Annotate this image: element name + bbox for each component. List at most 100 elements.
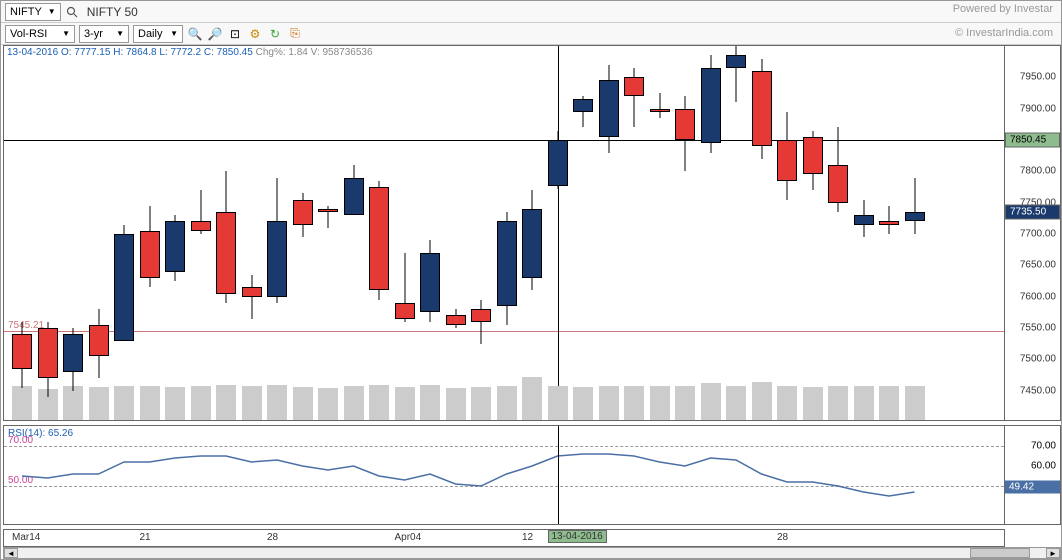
- horizontal-scrollbar[interactable]: ◄ ►: [3, 547, 1061, 559]
- candle: [12, 46, 32, 422]
- rsi-ytick-label: 70.00: [1031, 441, 1056, 452]
- candle: [675, 46, 695, 422]
- info-o: 7777.15: [74, 47, 110, 58]
- info-h-label: H:: [113, 47, 126, 58]
- candle: [471, 46, 491, 422]
- settings-icon[interactable]: ⚙: [247, 26, 263, 42]
- candle: [624, 46, 644, 422]
- period-dropdown[interactable]: 3-yr ▼: [79, 25, 129, 43]
- scroll-thumb[interactable]: [970, 548, 1030, 558]
- candle: [165, 46, 185, 422]
- rsi-label: RSI(14): 65.26: [8, 428, 73, 439]
- candle: [879, 46, 899, 422]
- candle: [599, 46, 619, 422]
- ytick-label: 7700.00: [1020, 229, 1056, 240]
- ohlc-info: 13-04-2016 O: 7777.15 H: 7864.8 L: 7772.…: [7, 47, 373, 58]
- rsi-last-tag: 49.42: [1005, 481, 1060, 494]
- info-l-label: L:: [159, 47, 170, 58]
- candle: [114, 46, 134, 422]
- fit-icon[interactable]: ⊡: [227, 26, 243, 42]
- period-dropdown-label: 3-yr: [84, 28, 103, 40]
- candle: [828, 46, 848, 422]
- rsi-line: [4, 426, 1004, 524]
- time-xaxis: Mar14 21 28 Apr04 12 13-04-2016 28: [3, 529, 1005, 547]
- symbol-dropdown-label: NIFTY: [10, 6, 42, 18]
- export-icon[interactable]: ⎘: [287, 26, 303, 42]
- candle: [726, 46, 746, 422]
- candle: [497, 46, 517, 422]
- info-v: 958736536: [323, 47, 373, 58]
- candle: [420, 46, 440, 422]
- ytick-label: 7950.00: [1020, 72, 1056, 83]
- xtick-label: 28: [267, 532, 278, 543]
- candle: [548, 46, 568, 422]
- xtick-label: Mar14: [12, 532, 40, 543]
- candle: [140, 46, 160, 422]
- candle: [242, 46, 262, 422]
- chevron-down-icon: ▼: [116, 29, 124, 38]
- price-yaxis: 7450.00 7500.00 7550.00 7600.00 7650.00 7700.…: [1005, 45, 1061, 421]
- interval-dropdown-label: Daily: [138, 28, 162, 40]
- candle: [854, 46, 874, 422]
- indicator-dropdown[interactable]: Vol-RSI ▼: [5, 25, 75, 43]
- symbol-name-label: NIFTY 50: [87, 5, 138, 19]
- powered-by-label: Powered by Investar: [953, 3, 1053, 15]
- zoom-out-icon[interactable]: 🔎: [207, 26, 223, 42]
- interval-dropdown[interactable]: Daily ▼: [133, 25, 183, 43]
- ytick-label: 7450.00: [1020, 385, 1056, 396]
- candle: [446, 46, 466, 422]
- scroll-right-button[interactable]: ►: [1046, 548, 1060, 558]
- ytick-label: 7600.00: [1020, 291, 1056, 302]
- candle: [522, 46, 542, 422]
- candle: [752, 46, 772, 422]
- ytick-label: 7900.00: [1020, 103, 1056, 114]
- refresh-icon[interactable]: ↻: [267, 26, 283, 42]
- second-toolbar: Vol-RSI ▼ 3-yr ▼ Daily ▼ 🔍 🔎 ⊡ ⚙ ↻ ⎘: [1, 23, 1061, 45]
- info-c-label: C:: [204, 47, 217, 58]
- price-chart[interactable]: 7545.21: [3, 45, 1005, 421]
- info-h: 7864.8: [126, 47, 157, 58]
- candle: [38, 46, 58, 422]
- search-icon[interactable]: [65, 5, 79, 19]
- symbol-dropdown[interactable]: NIFTY ▼: [5, 3, 61, 21]
- candle: [318, 46, 338, 422]
- candle: [89, 46, 109, 422]
- info-c: 7850.45: [217, 47, 253, 58]
- indicator-dropdown-label: Vol-RSI: [10, 28, 47, 40]
- zoom-in-icon[interactable]: 🔍: [187, 26, 203, 42]
- xtick-label: 28: [777, 532, 788, 543]
- copyright-label: © InvestarIndia.com: [955, 27, 1053, 39]
- candle: [803, 46, 823, 422]
- info-v-label: V:: [311, 47, 323, 58]
- rsi-crosshair-vline: [558, 426, 559, 524]
- scroll-left-button[interactable]: ◄: [4, 548, 18, 558]
- close-price-tag: 7850.45: [1005, 132, 1060, 147]
- candle: [905, 46, 925, 422]
- rsi-ytick-label: 60.00: [1031, 461, 1056, 472]
- chevron-down-icon: ▼: [170, 29, 178, 38]
- candle: [573, 46, 593, 422]
- ytick-label: 7550.00: [1020, 323, 1056, 334]
- top-toolbar: NIFTY ▼ NIFTY 50: [1, 1, 1061, 23]
- chevron-down-icon: ▼: [48, 7, 56, 16]
- xtick-label: 21: [140, 532, 151, 543]
- ytick-label: 7800.00: [1020, 166, 1056, 177]
- info-l: 7772.2: [171, 47, 202, 58]
- candle: [701, 46, 721, 422]
- candle: [369, 46, 389, 422]
- info-chg: 1.84: [288, 47, 307, 58]
- rsi-chart[interactable]: RSI(14): 65.26 50.0070.00: [3, 425, 1005, 525]
- ytick-label: 7650.00: [1020, 260, 1056, 271]
- candle: [293, 46, 313, 422]
- candle: [216, 46, 236, 422]
- rsi-yaxis: 50.0060.0070.0049.42: [1005, 425, 1061, 525]
- ytick-label: 7500.00: [1020, 354, 1056, 365]
- candle: [777, 46, 797, 422]
- info-date: 13-04-2016: [7, 47, 58, 58]
- candle: [267, 46, 287, 422]
- xtick-label: 12: [522, 532, 533, 543]
- xtick-label: 13-04-2016: [548, 530, 607, 543]
- info-chg-label: Chg%:: [256, 47, 289, 58]
- chevron-down-icon: ▼: [62, 29, 70, 38]
- xtick-label: Apr04: [395, 532, 422, 543]
